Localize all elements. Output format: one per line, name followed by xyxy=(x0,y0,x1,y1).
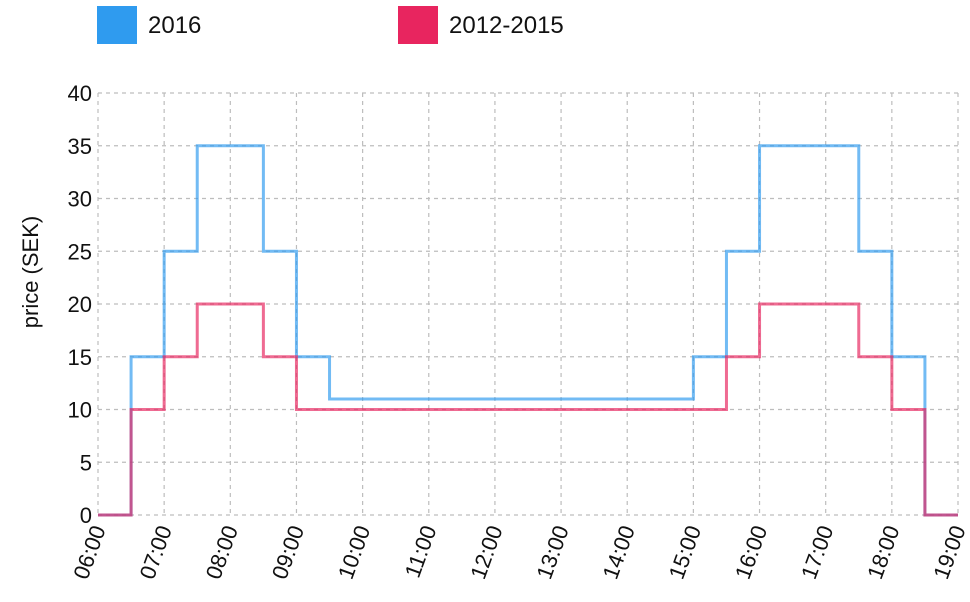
legend-item-1[interactable]: 2012-2015 xyxy=(398,6,564,44)
y-tick-label: 10 xyxy=(68,398,92,423)
y-tick-label: 0 xyxy=(80,503,92,528)
x-tick-label: 17:00 xyxy=(796,522,838,582)
x-tick-label: 09:00 xyxy=(267,522,309,582)
legend-label: 2012-2015 xyxy=(449,12,564,39)
legend[interactable]: 2016 2012-2015 xyxy=(97,6,564,44)
series-line-1 xyxy=(98,302,958,517)
series-layer xyxy=(98,144,958,517)
x-tick-label: 19:00 xyxy=(928,522,970,582)
x-tick-label: 14:00 xyxy=(598,522,640,582)
legend-swatch xyxy=(398,6,438,44)
legend-swatch xyxy=(97,6,137,44)
x-tick-label: 10:00 xyxy=(333,522,375,582)
x-tick-label: 08:00 xyxy=(201,522,243,582)
x-tick-label: 12:00 xyxy=(465,522,507,582)
x-tick-label: 13:00 xyxy=(531,522,573,582)
x-tick-label: 11:00 xyxy=(400,522,442,581)
y-tick-label: 40 xyxy=(68,81,92,106)
y-tick-label: 5 xyxy=(80,450,92,475)
series-line-0 xyxy=(98,144,958,517)
y-axis-label: price (SEK) xyxy=(18,216,43,328)
x-axis-ticks: 06:00 07:00 08:00 09:00 10:00 11:00 12:00 13:00… xyxy=(68,522,970,582)
y-tick-label: 35 xyxy=(68,134,92,159)
y-tick-label: 30 xyxy=(68,187,92,212)
y-tick-label: 15 xyxy=(68,345,92,370)
legend-label: 2016 xyxy=(148,12,201,39)
x-tick-label: 07:00 xyxy=(135,522,177,582)
y-tick-label: 20 xyxy=(68,292,92,317)
x-tick-label: 16:00 xyxy=(730,522,772,582)
y-axis-ticks: 0 5 10 15 20 25 30 35 40 xyxy=(68,81,92,528)
y-tick-label: 25 xyxy=(68,239,92,264)
legend-item-0[interactable]: 2016 xyxy=(97,6,201,44)
x-tick-label: 15:00 xyxy=(664,522,706,582)
x-tick-label: 06:00 xyxy=(68,522,110,582)
x-tick-label: 18:00 xyxy=(862,522,904,582)
